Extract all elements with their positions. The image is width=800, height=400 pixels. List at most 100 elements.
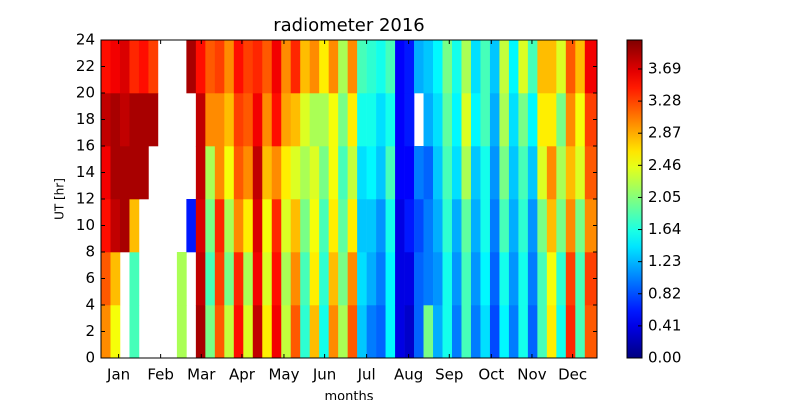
heatmap-cell [461,146,472,200]
heatmap-cell [575,146,586,200]
heatmap-cell [195,40,206,94]
heatmap-cell [489,252,500,306]
heatmap-cell [480,305,491,359]
heatmap-cell [347,93,358,147]
heatmap-cell [262,146,273,200]
heatmap-cell [423,252,434,306]
heatmap-cell [300,199,310,253]
heatmap-cell [461,199,472,253]
x-tick-label: Dec [558,366,587,384]
heatmap-cell [338,40,348,94]
heatmap-cell [224,40,235,94]
heatmap-cell [224,199,235,253]
heatmap-cell [101,305,111,359]
heatmap-cell [404,199,415,253]
heatmap-cell [281,93,292,147]
heatmap-cell [224,93,235,147]
heatmap-cell [252,252,263,306]
heatmap-cell [262,252,273,306]
heatmap-cell [309,146,320,200]
heatmap-cell [442,40,453,94]
heatmap-cell [328,199,339,253]
colorbar-tick-label: 2.87 [648,124,681,142]
y-tick-label: 20 [76,84,95,102]
heatmap-cell [499,146,510,200]
heatmap-cell [271,93,282,147]
colorbar-tick-label: 0.82 [648,284,681,302]
y-tick-label: 2 [85,322,95,340]
heatmap-cell [404,305,415,359]
heatmap-cell [546,252,557,306]
colorbar [626,39,643,359]
x-tick-label: Feb [147,366,174,384]
heatmap-cell [480,252,491,306]
heatmap-cell [508,199,519,253]
x-axis-label: months [325,390,374,400]
heatmap-cell [527,40,538,94]
heatmap-cell [138,40,149,94]
heatmap-cell [271,252,282,306]
heatmap-cell [214,40,225,94]
heatmap-cell [508,146,519,200]
heatmap-cell [433,305,443,359]
heatmap-cell [319,93,329,147]
heatmap-cell [556,146,567,200]
heatmap-cell [319,305,329,359]
heatmap-cell [214,199,225,253]
heatmap-cell [347,305,358,359]
heatmap-cell [300,305,310,359]
chart-title: radiometer 2016 [273,15,425,36]
y-tick-label: 4 [85,296,95,314]
heatmap-cell [357,252,367,306]
heatmap-cell [357,199,367,253]
heatmap-cell [195,252,206,306]
heatmap-cell [101,40,111,94]
heatmap-cell [338,146,348,200]
heatmap-cell [499,40,510,94]
heatmap-cell [176,305,187,359]
heatmap-cell [414,40,424,94]
heatmap-cell [148,93,159,147]
heatmap-cell [518,252,529,306]
heatmap-cell [300,93,310,147]
x-tick-label: Nov [517,366,546,384]
x-tick-label: Jan [106,366,130,384]
heatmap-cell [385,199,396,253]
heatmap-cell [290,199,301,253]
heatmap-cell [385,252,396,306]
heatmap-cell [205,93,216,147]
heatmap-cell [423,146,434,200]
colorbar-tick-label: 2.46 [648,156,681,174]
heatmap-cell [565,40,576,94]
heatmap-cell [195,199,206,253]
heatmap-cell [527,252,538,306]
heatmap-cell [546,305,557,359]
y-tick-label: 18 [76,110,95,128]
colorbar-tick-label: 0.41 [648,316,681,334]
heatmap-cell [366,305,377,359]
heatmap-cell [233,252,244,306]
heatmap-cell [338,252,348,306]
y-axis-label: UT [hr] [53,178,67,220]
heatmap-cell [575,93,586,147]
y-tick-label: 16 [76,137,95,155]
x-tick-label: May [268,366,299,384]
heatmap-cell [461,252,472,306]
heatmap-cell [319,199,329,253]
heatmap-cell [376,40,386,94]
heatmap-cell [101,93,111,147]
heatmap-cell [271,146,282,200]
heatmap-cell [138,93,149,147]
heatmap-cell [537,40,548,94]
heatmap-cell [451,252,462,306]
x-tick-label: Oct [478,366,504,384]
heatmap-cell [366,93,377,147]
heatmap-cell [584,199,598,253]
heatmap-cell [565,305,576,359]
heatmap-cell [461,93,472,147]
heatmap-cell [527,146,538,200]
heatmap-cell [414,146,424,200]
heatmap-cell [347,252,358,306]
heatmap-cell [499,93,510,147]
heatmap-cell [537,252,548,306]
